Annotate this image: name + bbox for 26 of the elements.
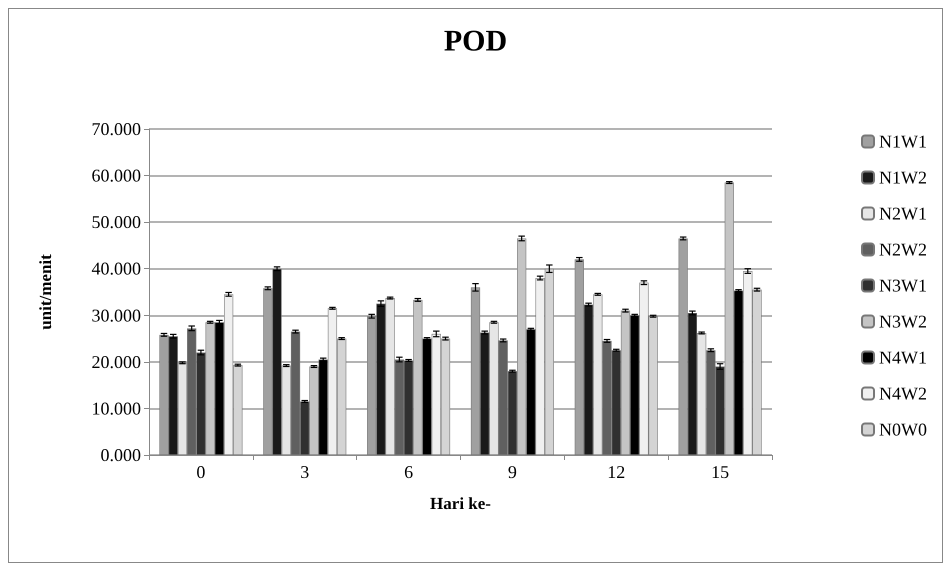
legend-label: N4W2 [879,384,928,404]
legend-label: N1W1 [879,132,928,152]
chart-title: POD [444,24,508,58]
y-axis-title: unit/menit [36,254,55,330]
y-tick-label: 0.000 [100,445,141,465]
legend-label: N2W2 [879,240,928,260]
legend-label: N3W1 [879,276,928,296]
legend-label: N2W1 [879,204,928,224]
legend-label: N4W1 [879,348,928,368]
y-tick-label: 60.000 [92,166,141,186]
x-tick-label: 12 [607,462,626,482]
x-tick-label: 15 [711,462,730,482]
legend-label: N3W2 [879,312,928,332]
y-tick-label: 70.000 [92,119,141,139]
y-tick-label: 10.000 [92,398,141,418]
x-tick-label: 9 [508,462,517,482]
x-axis-title: Hari ke- [430,494,492,513]
x-tick-label: 6 [404,462,414,482]
y-tick-label: 40.000 [92,258,141,279]
x-tick-label: 3 [300,462,310,482]
legend-label: N0W0 [879,420,928,440]
legend-label: N1W2 [879,168,928,188]
y-tick-label: 30.000 [92,305,141,326]
y-tick-label: 50.000 [92,212,141,232]
x-tick-label: 0 [196,462,206,482]
y-tick-label: 20.000 [92,352,141,372]
